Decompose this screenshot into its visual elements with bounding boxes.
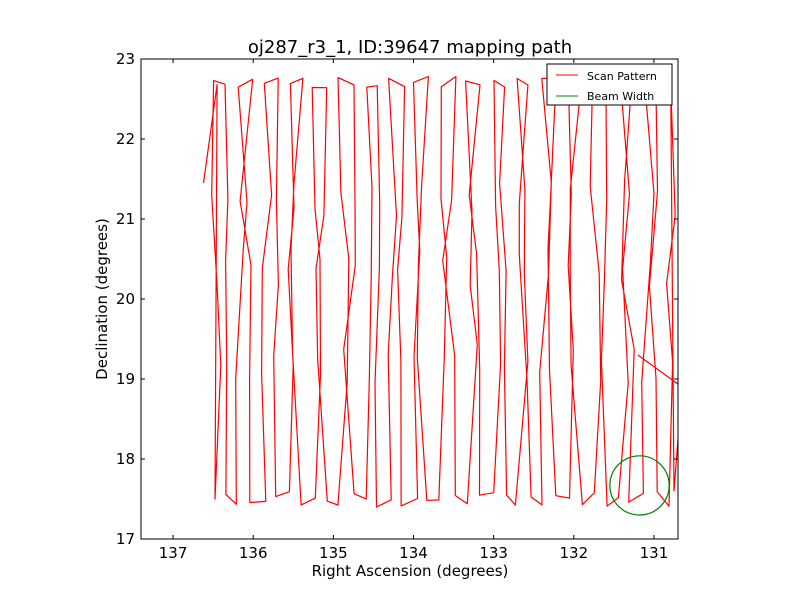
y-tick-label: 18 [116,450,135,468]
y-tick-label: 22 [116,130,135,148]
beam-width-series [609,455,670,516]
legend-box [546,63,673,106]
x-tick-label: 135 [319,544,348,562]
chart-title: oj287_r3_1, ID:39647 mapping path [248,37,572,58]
beam-width-circle [609,455,670,516]
x-tick-label: 136 [239,544,268,562]
axis-ticks: 137 136 135 134 133 132 131 17 18 19 20 21 22 23 [116,50,678,562]
x-tick-label: 133 [479,544,508,562]
scan-pattern-series [202,75,678,508]
y-axis-title: Declination (degrees) [93,218,111,380]
x-tick-label: 132 [559,544,588,562]
y-tick-label: 21 [116,210,135,228]
legend-label-scan-pattern: Scan Pattern [587,70,657,83]
scan-pattern-line [202,75,678,508]
plot-area [141,59,678,539]
y-tick-label: 23 [116,50,135,68]
y-tick-label: 19 [116,370,135,388]
x-tick-label: 134 [399,544,428,562]
x-tick-label: 131 [640,544,669,562]
x-tick-label: 137 [159,544,188,562]
y-tick-label: 17 [116,530,135,548]
legend-label-beam-width: Beam Width [587,90,654,103]
legend: Scan Pattern Beam Width [546,63,673,106]
y-tick-label: 20 [116,290,135,308]
x-axis-title: Right Ascension (degrees) [312,562,509,580]
